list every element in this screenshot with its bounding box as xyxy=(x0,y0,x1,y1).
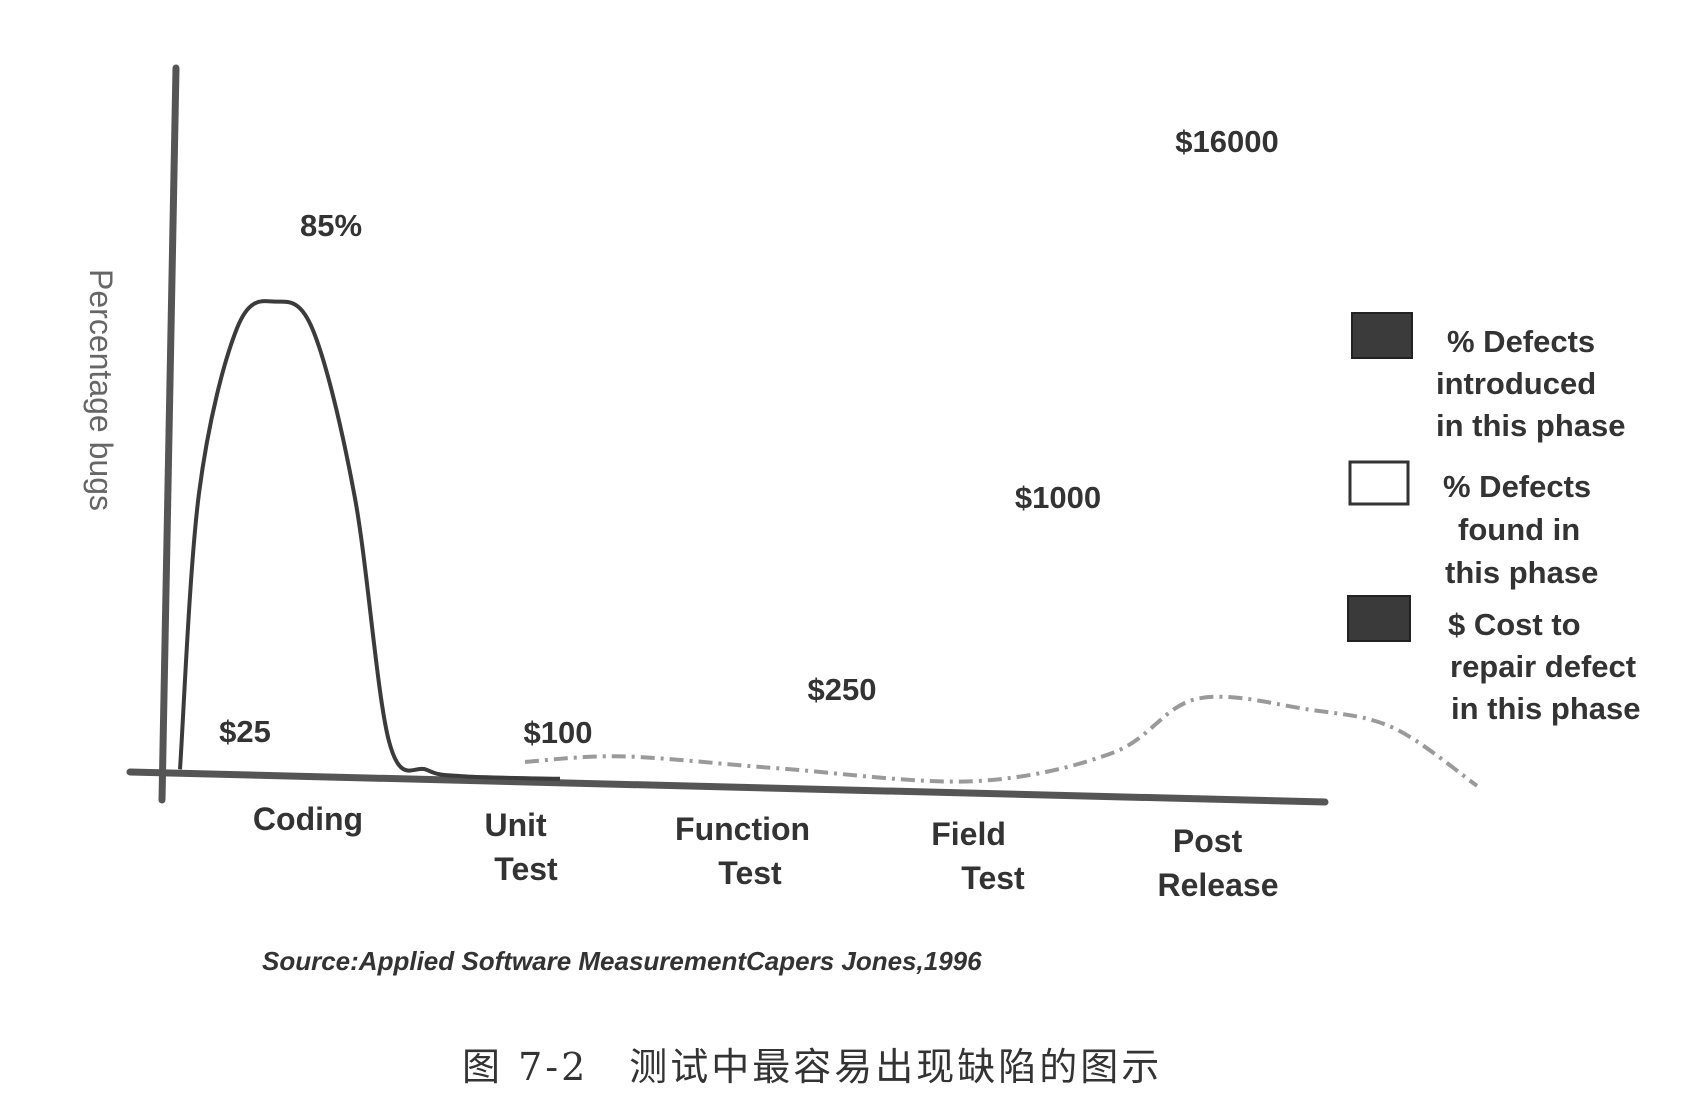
tick-label-field-test: Field Test xyxy=(931,816,1025,896)
legend-swatch-introduced xyxy=(1351,312,1413,359)
legend: % Defects introduced in this phase % Def… xyxy=(1347,312,1645,726)
series-defects-introduced-line xyxy=(178,299,561,781)
cost-label-function-test: $250 xyxy=(808,672,877,707)
x-axis xyxy=(126,768,1329,806)
cost-label-field-test: $1000 xyxy=(1015,480,1101,515)
legend-label-cost: $ Cost to repair defect in this phase xyxy=(1448,607,1645,726)
peak-label-85: 85% xyxy=(300,208,362,243)
tick-label-post-release: Post Release xyxy=(1158,823,1279,903)
y-axis-label: Percentage bugs xyxy=(83,269,119,511)
tick-label-function-test: Function Test xyxy=(675,811,819,891)
series-defects-found-line xyxy=(524,694,1479,788)
legend-label-introduced: % Defects introduced in this phase xyxy=(1436,324,1625,443)
tick-label-unit-test: Unit Test xyxy=(484,807,558,887)
cost-label-coding: $25 xyxy=(219,714,271,749)
legend-swatch-found xyxy=(1348,460,1410,506)
figure-caption: 图 7-2 测试中最容易出现缺陷的图示 xyxy=(462,1045,1162,1089)
legend-label-found: % Defects found in this phase xyxy=(1443,469,1600,590)
legend-swatch-cost xyxy=(1347,595,1411,642)
source-note: Source:Applied Software MeasurementCaper… xyxy=(262,946,982,976)
cost-label-post-release: $16000 xyxy=(1175,124,1278,159)
tick-label-coding: Coding xyxy=(253,801,363,837)
cost-label-unit-test: $100 xyxy=(524,715,593,750)
y-axis xyxy=(158,64,180,804)
